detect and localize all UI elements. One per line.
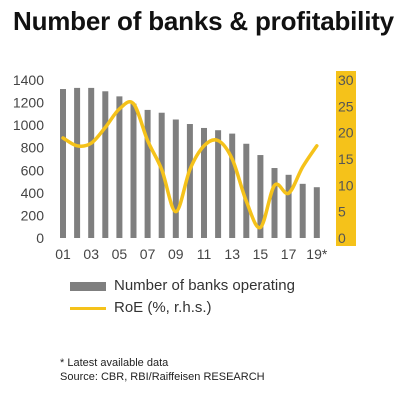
x-tick-label: 11: [197, 246, 212, 262]
legend-label-banks: Number of banks operating: [114, 277, 295, 294]
bar: [229, 133, 236, 238]
x-tick-label: 15: [253, 246, 269, 262]
right-tick-label: 5: [338, 204, 346, 220]
bar: [74, 87, 81, 239]
source-line: Source: CBR, RBI/Raiffeisen RESEARCH: [60, 371, 265, 383]
bar: [285, 174, 292, 238]
footnote: * Latest available data: [60, 357, 169, 369]
bar: [257, 155, 264, 238]
bar: [130, 103, 137, 238]
x-tick-label: 13: [224, 246, 240, 262]
left-axis-ticks: 0 200 400 600 800 1000 1200 1400: [13, 72, 44, 246]
bar: [116, 96, 123, 238]
left-tick-label: 800: [21, 140, 45, 156]
bar: [60, 89, 66, 239]
right-tick-label: 20: [338, 125, 354, 141]
right-axis-band: [336, 71, 356, 246]
x-tick-label: 17: [281, 246, 297, 262]
bar: [201, 127, 207, 238]
right-axis-ticks: 0 5 10 15 20 25 30: [338, 72, 354, 246]
left-tick-label: 1000: [13, 117, 44, 133]
bar: [144, 109, 151, 239]
left-tick-label: 200: [21, 207, 45, 223]
x-tick-label: 03: [83, 246, 99, 262]
right-tick-label: 25: [338, 98, 354, 114]
bar-series: [60, 87, 320, 239]
right-tick-label: 30: [338, 72, 354, 88]
legend-line-swatch: [70, 307, 106, 310]
bar: [299, 183, 306, 238]
right-tick-label: 10: [338, 177, 354, 193]
footnotes: * Latest available data Source: CBR, RBI…: [60, 356, 265, 384]
x-tick-label: 07: [140, 246, 156, 262]
x-tick-label: 09: [168, 246, 184, 262]
bar: [172, 119, 179, 238]
left-tick-label: 600: [21, 162, 45, 178]
legend-bar-swatch: [70, 282, 106, 291]
bar: [102, 91, 109, 239]
left-tick-label: 0: [36, 230, 44, 246]
line-series: [61, 100, 319, 230]
left-tick-label: 1200: [13, 95, 44, 111]
chart-title: Number of banks & profitability: [13, 6, 394, 36]
x-tick-label: 05: [112, 246, 128, 262]
left-tick-label: 400: [21, 185, 45, 201]
x-tick-label: 01: [55, 246, 71, 262]
bar: [243, 143, 250, 238]
bar: [271, 168, 278, 238]
bar: [158, 112, 165, 238]
x-tick-label: 19*: [306, 246, 328, 262]
bar: [313, 187, 320, 238]
legend-label-roe: RoE (%, r.h.s.): [114, 299, 212, 316]
bar: [88, 87, 95, 239]
roe-line: [61, 100, 319, 230]
right-tick-label: 0: [338, 230, 346, 246]
x-axis-ticks: 01 03 05 07 09 11 13 15 17 19*: [55, 246, 328, 262]
bar: [186, 124, 193, 238]
right-tick-label: 15: [338, 151, 354, 167]
bar: [215, 130, 222, 238]
left-tick-label: 1400: [13, 72, 44, 88]
